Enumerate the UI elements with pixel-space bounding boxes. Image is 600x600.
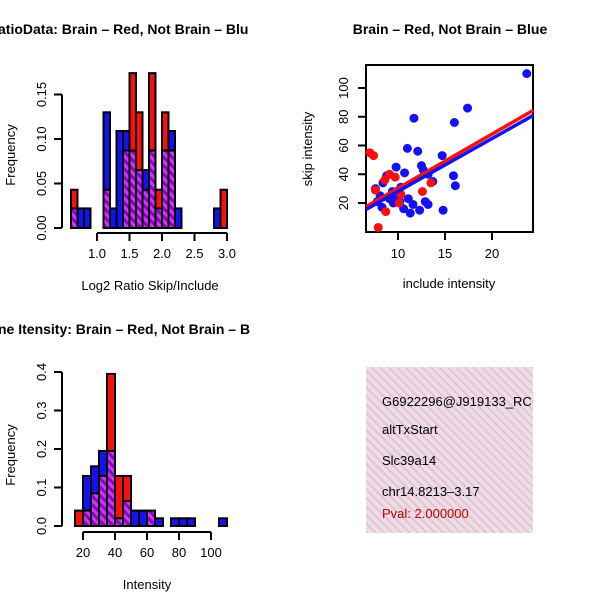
hist-bar-blue [138,509,148,528]
x-tick-label: 15 [438,246,452,261]
hist-bar-blue [83,207,92,229]
y-tick-label: 0.0 [34,517,49,535]
log2-ratio-histogram-title: atioData: Brain – Red, Not Brain – Blu [0,21,249,37]
scatter-point-blue [415,205,425,215]
hist-bar-overlap [167,149,176,230]
scatter-point-blue [448,171,458,181]
y-tick-label: 20 [336,196,351,210]
y-tick-label: 40 [336,167,351,181]
scatter-point-red [390,172,400,182]
y-tick-label: 0.1 [34,478,49,496]
hist-bar-blue [178,517,188,528]
hist-bar-blue [154,517,164,528]
x-tick-label: 100 [200,545,222,560]
x-tick-label: 1.0 [88,246,106,261]
fit-line-blue [365,113,535,211]
event-type-text: altTxStart [382,422,438,437]
hist-bar-overlap [82,509,92,528]
chromosome-text: chr14.8213–3.17 [382,484,480,499]
y-tick-label: 0.3 [34,401,49,419]
scatter-point-blue [522,69,532,79]
y-tick-label: 100 [336,77,351,99]
x-tick-label: 10 [391,246,405,261]
y-tick-label: 60 [336,138,351,152]
intensity-scatter-plot: 10 15 20 20 40 60 80 100 include intensity skip i… [300,64,535,291]
x-tick-label: 40 [108,545,122,560]
hist-bar-blue [174,207,183,229]
hist-bar-blue [130,509,140,528]
scatter-point-blue [463,103,473,113]
scatter-point-blue [409,113,419,123]
plot-box [365,64,534,233]
scatter-point-red [370,185,380,195]
gene-intensity-histogram-plot: 0.0 0.1 0.2 0.3 0.4 20 40 60 80 100 Intensity Frequ… [3,363,228,592]
scatter-point-blue [408,199,418,209]
hist-bar-blue [218,517,228,528]
fit-line-red [365,108,535,209]
scatter-point-blue [405,208,415,218]
event-info-box: G6922296@J919133_RC altTxStart Slc39a14 … [366,367,533,533]
scatter-point-blue [437,151,447,161]
scatter-point-blue [438,205,448,215]
hist-bar-blue [170,517,180,528]
hist-bar-overlap [90,492,100,527]
scatter-point-blue [413,146,423,156]
scatter-point-blue [400,168,410,178]
scatter-point-red [426,178,436,188]
scatter-point-blue [423,199,433,209]
y-tick-label: 0.15 [34,82,49,107]
x-tick-label: 2.0 [153,246,171,261]
y-axis-label: Frequency [3,124,18,186]
intensity-scatter-title: Brain – Red, Not Brain – Blue [352,21,548,37]
panel-gene-intensity-histogram: 0.0 0.1 0.2 0.3 0.4 20 40 60 80 100 Intensity Frequ… [0,300,300,600]
x-tick-label: 80 [172,545,186,560]
probe-id-text: G6922296@J919133_RC [382,394,532,409]
panel-intensity-scatter: 10 15 20 20 40 60 80 100 include intensity skip i… [300,0,600,300]
hist-bar-overlap [98,474,108,527]
scatter-point-red [381,207,391,217]
y-tick-label: 80 [336,110,351,124]
hist-bar-overlap [122,499,132,528]
x-tick-label: 1.5 [120,246,138,261]
hist-bar-overlap [106,449,116,527]
panel-log2-ratio-histogram: 0.00 0.05 0.10 0.15 1.0 1.5 2.0 2.5 3.0 Log2 Rati… [0,0,300,300]
scatter-point-red [369,151,379,161]
scatter-point-blue [402,143,412,153]
hist-bar-red [74,509,84,528]
gene-intensity-histogram-title: ne Itensity: Brain – Red, Not Brain – B [0,321,251,337]
scatter-point-blue [449,118,459,127]
gene-name-text: Slc39a14 [382,453,437,468]
panel-event-info: G6922296@J919133_RC altTxStart Slc39a14 … [300,300,600,600]
scatter-point-red [417,187,427,196]
x-tick-label: 20 [485,246,499,261]
pvalue-text: Pval: 2.000000 [382,506,469,521]
x-tick-label: 60 [140,545,154,560]
y-axis-label: Frequency [3,424,18,486]
y-tick-label: 0.2 [34,440,49,458]
x-tick-label: 2.5 [185,246,203,261]
y-tick-label: 0.05 [34,171,49,196]
hist-bar-overlap [114,517,124,528]
scatter-point-red [373,222,383,232]
x-axis-label: include intensity [403,276,496,291]
hist-bar-red [219,188,228,229]
y-tick-label: 0.00 [34,215,49,240]
scatter-point-blue [391,162,401,172]
y-tick-label: 0.4 [34,363,49,381]
scatter-point-red [380,175,390,185]
y-axis-label: skip intensity [300,111,315,186]
x-tick-label: 3.0 [218,246,236,261]
x-axis-label: Intensity [123,577,172,592]
hist-bar-purple [146,509,156,528]
scatter-point-blue [450,181,460,191]
log2-ratio-histogram-plot: 0.00 0.05 0.10 0.15 1.0 1.5 2.0 2.5 3.0 Log2 Rati… [3,72,236,293]
hist-bar-blue [186,517,196,528]
y-tick-label: 0.10 [34,126,49,151]
scatter-point-red [394,198,404,208]
x-tick-label: 20 [76,545,90,560]
x-axis-label: Log2 Ratio Skip/Include [81,278,218,293]
